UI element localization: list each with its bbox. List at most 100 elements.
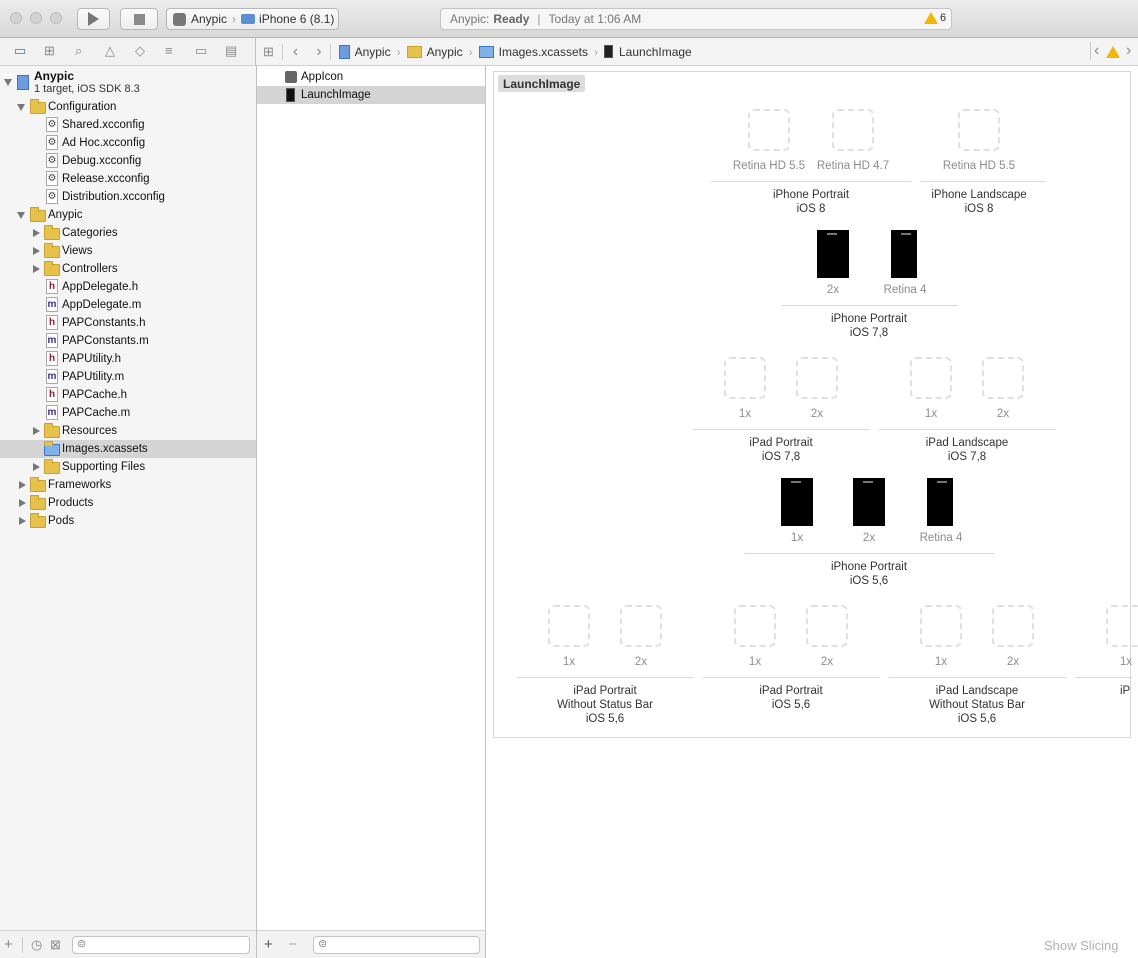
navigator-item-paputility-m[interactable]: m PAPUtility.m [0, 368, 256, 386]
asset-filter-input[interactable]: ⊜ [313, 936, 480, 954]
image-well-empty[interactable] [806, 605, 848, 647]
navigator-item-distribution-xcconfig[interactable]: ⚙ Distribution.xcconfig [0, 188, 256, 206]
recent-files-icon[interactable]: ◷ [31, 937, 43, 952]
disclosure-triangle-icon[interactable] [17, 104, 25, 111]
navigator-item-resources[interactable]: Resources [0, 422, 256, 440]
warning-icon[interactable] [924, 12, 938, 24]
run-button[interactable] [77, 8, 110, 30]
image-well-empty[interactable] [796, 357, 838, 399]
symbol-navigator-icon[interactable]: ⊞ [44, 43, 55, 58]
navigator-item-configuration[interactable]: Configuration [0, 98, 256, 116]
asset-list-item-launchimage[interactable]: LaunchImage [257, 86, 485, 104]
disclosure-triangle-icon[interactable] [33, 265, 40, 273]
remove-icon[interactable]: − [288, 936, 297, 953]
disclosure-triangle-icon[interactable] [33, 229, 40, 237]
project-root-row[interactable]: Anypic 1 target, iOS SDK 8.3 [0, 68, 256, 98]
disclosure-triangle-icon[interactable] [33, 463, 40, 471]
navigator-item-ad-hoc-xcconfig[interactable]: ⚙ Ad Hoc.xcconfig [0, 134, 256, 152]
image-well-empty[interactable] [832, 109, 874, 151]
navigator-item-debug-xcconfig[interactable]: ⚙ Debug.xcconfig [0, 152, 256, 170]
navigator-item-papcache-m[interactable]: m PAPCache.m [0, 404, 256, 422]
image-well-empty[interactable] [548, 605, 590, 647]
disclosure-triangle-icon[interactable] [19, 517, 26, 525]
back-arrow-icon[interactable]: ‹ [292, 42, 299, 60]
image-well-empty[interactable] [992, 605, 1034, 647]
navigator-item-appdelegate-m[interactable]: m AppDelegate.m [0, 296, 256, 314]
navigator-item-views[interactable]: Views [0, 242, 256, 260]
folder-icon [44, 423, 60, 438]
image-well-empty[interactable] [724, 357, 766, 399]
launch-image-thumbnail[interactable] [853, 478, 885, 526]
breadcrumb-asset[interactable]: LaunchImage [619, 44, 692, 59]
issue-navigator-icon[interactable]: △ [105, 43, 115, 58]
navigator-item-controllers[interactable]: Controllers [0, 260, 256, 278]
navigator-filter-input[interactable]: ⊜ [72, 936, 250, 954]
disclosure-triangle-icon[interactable] [33, 427, 40, 435]
navigator-item-anypic[interactable]: Anypic [0, 206, 256, 224]
breadcrumb-group[interactable]: Anypic [426, 44, 463, 59]
navigator-item-papconstants-h[interactable]: h PAPConstants.h [0, 314, 256, 332]
navigator-item-papcache-h[interactable]: h PAPCache.h [0, 386, 256, 404]
navigator-item-products[interactable]: Products [0, 494, 256, 512]
disclosure-triangle-icon[interactable] [19, 499, 26, 507]
breakpoint-navigator-icon[interactable]: ▭ [195, 43, 208, 58]
asset-list-item-appicon[interactable]: AppIcon [257, 68, 485, 86]
stop-button[interactable] [120, 8, 158, 30]
navigator-item-papconstants-m[interactable]: m PAPConstants.m [0, 332, 256, 350]
forward-arrow-icon[interactable]: › [316, 42, 322, 60]
launch-image-thumbnail[interactable] [927, 478, 953, 526]
group-separator [703, 677, 880, 678]
disclosure-triangle-icon[interactable] [4, 79, 12, 86]
launch-image-thumbnail[interactable] [891, 230, 917, 278]
project-navigator-icon[interactable]: ▭ [14, 43, 27, 58]
navigator-item-supporting-files[interactable]: Supporting Files [0, 458, 256, 476]
breadcrumb-catalog[interactable]: Images.xcassets [498, 44, 588, 59]
group-label-line: iOS 5,6 [957, 713, 997, 725]
navigator-item-images-xcassets[interactable]: Images.xcassets [0, 440, 256, 458]
next-issue-icon[interactable]: › [1126, 42, 1132, 59]
navigator-item-appdelegate-h[interactable]: h AppDelegate.h [0, 278, 256, 296]
disclosure-triangle-icon[interactable] [19, 481, 26, 489]
launch-image-icon [286, 88, 295, 102]
debug-navigator-icon[interactable]: ≡ [165, 43, 173, 58]
source-control-filter-icon[interactable]: ⊠ [50, 937, 61, 952]
warning-count[interactable]: 6 [940, 12, 947, 24]
search-icon[interactable]: ⌕ [75, 43, 83, 58]
navigator-item-paputility-h[interactable]: h PAPUtility.h [0, 350, 256, 368]
navigator-item-pods[interactable]: Pods [0, 512, 256, 530]
breadcrumb-project[interactable]: Anypic [354, 44, 391, 59]
minimize-window-button[interactable] [30, 12, 42, 24]
image-well-empty[interactable] [734, 605, 776, 647]
launch-image-thumbnail[interactable] [817, 230, 849, 278]
zoom-window-button[interactable] [50, 12, 62, 24]
image-well-empty[interactable] [982, 357, 1024, 399]
image-set-name[interactable]: LaunchImage [498, 75, 586, 92]
disclosure-triangle-icon[interactable] [33, 247, 40, 255]
previous-issue-icon[interactable]: ‹ [1094, 42, 1100, 59]
add-icon[interactable]: + [264, 936, 273, 953]
image-well-empty[interactable] [1106, 605, 1138, 647]
navigator-item-frameworks[interactable]: Frameworks [0, 476, 256, 494]
group-label-line: iPhone Landscape [931, 189, 1027, 201]
navigator-item-shared-xcconfig[interactable]: ⚙ Shared.xcconfig [0, 116, 256, 134]
navigator-item-label: PAPCache.m [62, 407, 131, 419]
navigator-item-release-xcconfig[interactable]: ⚙ Release.xcconfig [0, 170, 256, 188]
launch-image-thumbnail[interactable] [781, 478, 813, 526]
image-well-empty[interactable] [920, 605, 962, 647]
add-icon[interactable]: + [4, 936, 13, 953]
image-well-empty[interactable] [910, 357, 952, 399]
test-navigator-icon[interactable]: ◇ [135, 43, 145, 58]
navigator-item-categories[interactable]: Categories [0, 224, 256, 242]
show-slicing-button[interactable]: Show Slicing [1044, 938, 1119, 953]
image-well-empty[interactable] [958, 109, 1000, 151]
image-well-empty[interactable] [620, 605, 662, 647]
close-window-button[interactable] [10, 12, 22, 24]
slot-label: 2x [826, 284, 840, 296]
disclosure-triangle-icon[interactable] [17, 212, 25, 219]
warning-icon[interactable] [1106, 46, 1120, 58]
related-items-icon[interactable]: ⊞ [263, 44, 274, 59]
report-navigator-icon[interactable]: ▤ [225, 43, 238, 58]
image-well-empty[interactable] [748, 109, 790, 151]
scheme-selector[interactable]: Anypic › iPhone 6 (8.1) [166, 8, 339, 30]
group-label-line: iOS 5,6 [849, 575, 889, 587]
